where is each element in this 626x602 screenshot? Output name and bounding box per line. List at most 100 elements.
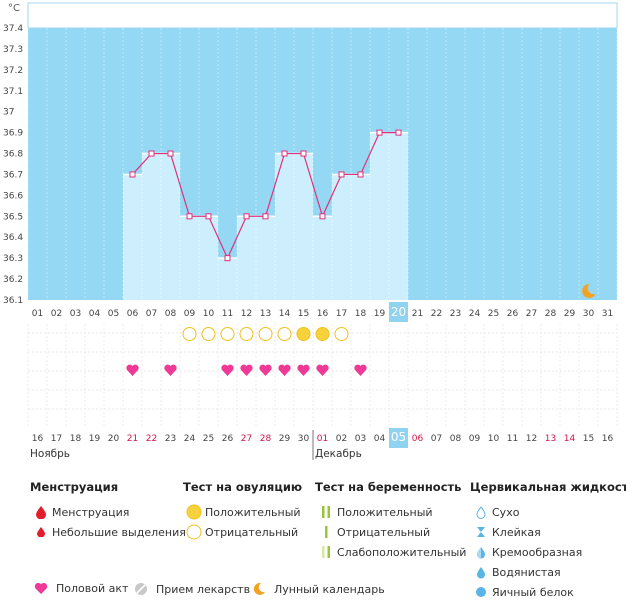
legend: Менструация Менструация Небольшие выделе…: [0, 470, 626, 599]
cycle-day-label: 14: [279, 309, 291, 319]
ovulation-test-marker: [334, 327, 349, 341]
temperature-point: [205, 213, 212, 220]
cycle-day-label: 20: [391, 305, 406, 319]
legend-preg-negative-label: Отрицательный: [337, 525, 431, 539]
empty-drop-icon: [470, 505, 492, 519]
y-tick-label: 37.2: [3, 66, 23, 76]
legend-menstruation-title: Менструация: [30, 480, 119, 494]
intercourse-heart: [278, 364, 291, 376]
y-tick-label: 36.9: [3, 129, 23, 139]
legend-menstruation-label: Менструация: [52, 505, 130, 519]
plot-top-strip: [27, 2, 618, 29]
legend-ovulation-test: Тест на овуляцию Положительный Отрицател…: [183, 480, 302, 542]
month-label: Ноябрь: [30, 448, 70, 460]
legend-menstruation: Менструация Менструация Небольшие выделе…: [30, 480, 186, 542]
y-tick-label: 36.7: [3, 170, 23, 180]
legend-item-preg-positive: Положительный: [315, 502, 466, 522]
cycle-day-label: 30: [583, 309, 595, 319]
legend-item-menstruation: Менструация: [30, 502, 186, 522]
marker-rows: [27, 324, 618, 428]
ovulation-test-marker: [220, 327, 235, 341]
drop-icon: [470, 566, 492, 579]
cycle-day-label: 05: [108, 309, 119, 319]
cycle-day-label: 02: [51, 309, 62, 319]
y-tick-label: 37.3: [3, 45, 23, 55]
temperature-point: [376, 129, 383, 136]
intercourse-heart: [316, 364, 329, 376]
temperature-bar: [180, 216, 199, 300]
cycle-day-axis: 01 02 03 04 05 06 07 08 09 10 11 12 13 14 15 16 17 18 19 20…: [32, 302, 613, 322]
temperature-bar: [142, 153, 161, 300]
date-label: 14: [564, 434, 576, 444]
temperature-point: [186, 213, 193, 220]
blood-drop-icon: [30, 505, 52, 519]
date-label: 11: [507, 434, 518, 444]
date-label: 07: [431, 434, 442, 444]
temperature-bar: [161, 153, 180, 300]
legend-dry-label: Сухо: [492, 505, 520, 519]
ovulation-test-marker: [296, 327, 311, 341]
temperature-bar: [237, 216, 256, 300]
date-axis: 16 17 18 19 20 21 22 23 24 25 26 27 28 29 30 01 02 03 04 05…: [30, 428, 613, 460]
date-label: 16: [602, 434, 614, 444]
date-label: 03: [355, 434, 366, 444]
faint-stripe-icon: [315, 545, 337, 559]
empty-circle-icon: [183, 524, 205, 540]
legend-moon-label: Лунный календарь: [274, 582, 385, 596]
temperature-bar: [294, 153, 313, 300]
cycle-day-label: 25: [488, 309, 499, 319]
ovulation-test-marker: [182, 327, 197, 341]
date-label: 16: [32, 434, 44, 444]
date-label: 29: [279, 434, 291, 444]
ovulation-test-marker: [258, 327, 273, 341]
date-label: 06: [412, 434, 424, 444]
temperature-bar: [351, 174, 370, 300]
temperature-point: [300, 150, 307, 157]
legend-medication-label: Прием лекарств: [156, 582, 251, 596]
half-drop-icon: [470, 546, 492, 559]
unit-label: °C: [8, 3, 20, 14]
legend-item-ovul-positive: Положительный: [183, 502, 302, 522]
temperature-bar: [275, 153, 294, 300]
y-tick-label: 37.4: [3, 24, 23, 34]
legend-ovul-negative-label: Отрицательный: [205, 525, 299, 539]
y-tick-label: 36.4: [3, 233, 23, 243]
legend-pregnancy-test: Тест на беременность Положительный Отриц…: [315, 480, 466, 562]
date-label: 10: [488, 434, 500, 444]
month-label: Декабрь: [315, 448, 362, 460]
date-label: 26: [222, 434, 234, 444]
legend-item-intercourse: Половой акт: [30, 582, 128, 595]
date-label: 28: [260, 434, 272, 444]
date-label: 12: [526, 434, 537, 444]
ovulation-test-marker: [239, 327, 254, 341]
cycle-day-label: 06: [127, 309, 139, 319]
y-tick-label: 36.6: [3, 191, 23, 201]
legend-item-dry: Сухо: [470, 502, 626, 522]
date-label: 02: [336, 434, 347, 444]
legend-creamy-label: Кремообразная: [492, 545, 583, 559]
legend-ovul-positive-label: Положительный: [205, 505, 301, 519]
cycle-day-label: 13: [260, 309, 271, 319]
temperature-point: [262, 213, 269, 220]
temperature-point: [395, 129, 402, 136]
single-stripe-icon: [315, 525, 337, 539]
cycle-day-label: 18: [355, 309, 367, 319]
date-label: 25: [203, 434, 214, 444]
temperature-plot: [27, 2, 618, 300]
moon-marker: [582, 283, 596, 298]
legend-egg-white-label: Яичный белок: [492, 585, 574, 599]
y-tick-label: 37: [3, 108, 14, 118]
date-label: 18: [70, 434, 82, 444]
cycle-day-label: 19: [374, 309, 386, 319]
hourglass-icon: [470, 526, 492, 538]
cycle-day-label: 22: [431, 309, 442, 319]
temperature-point: [357, 171, 364, 178]
date-label: 23: [165, 434, 176, 444]
date-label: 20: [108, 434, 120, 444]
highlight-date-marker: [389, 428, 408, 448]
pill-icon: [130, 582, 152, 596]
temperature-bar: [370, 132, 389, 300]
y-tick-label: 36.5: [3, 212, 23, 222]
cycle-day-label: 10: [203, 309, 215, 319]
bbt-chart: 36.1 36.2 36.3 36.4 36.5 36.6 36.7 36.8 36.9 37 37…: [3, 2, 618, 460]
